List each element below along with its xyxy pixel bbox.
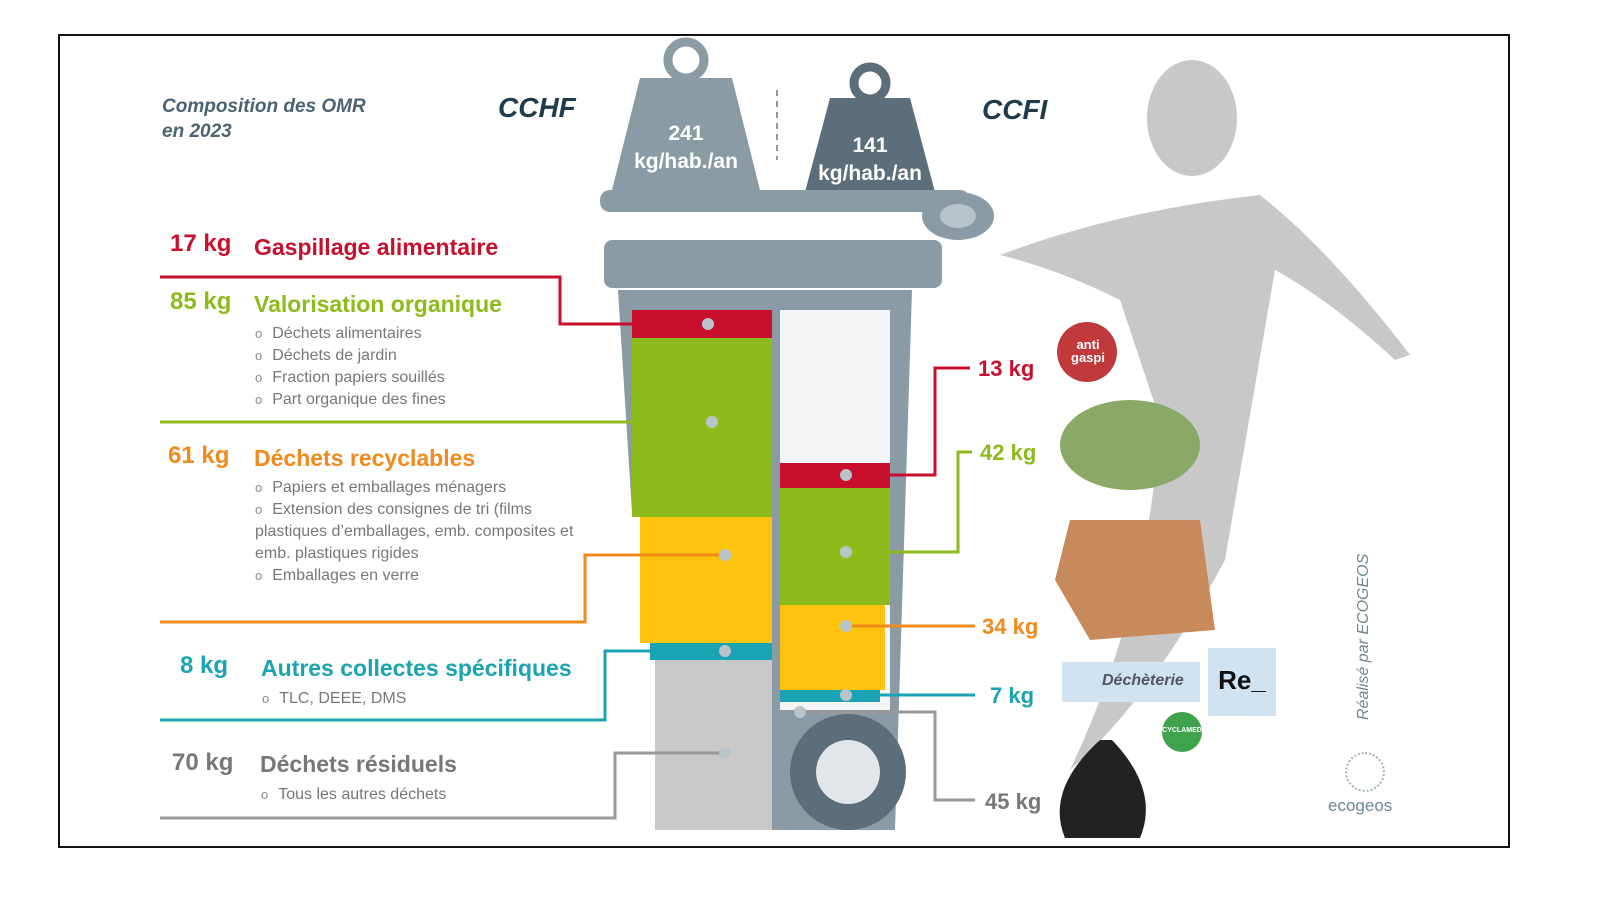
organique-items: Déchets alimentaires Déchets de jardin F… <box>255 323 446 411</box>
category-organique: Valorisation organique <box>254 291 502 317</box>
infographic-title: Composition des OMR en 2023 <box>162 94 366 144</box>
list-item: Fraction papiers souillés <box>255 367 446 389</box>
kg-right-autres: 7 kg <box>990 683 1035 708</box>
list-item: Tous les autres déchets <box>261 784 446 806</box>
list-item: Part organique des fines <box>255 389 445 411</box>
kg-left-residuels: 70 kg <box>172 749 234 776</box>
refashion-logo: Re_ <box>1208 648 1276 716</box>
recyclables-items: Papiers et emballages ménagers Extension… <box>255 477 585 587</box>
weight-unit: kg/hab./an <box>634 150 738 173</box>
weight-left <box>612 37 760 190</box>
column-ccfi: CCFI <box>982 94 1048 125</box>
antigaspi-logo: anti gaspi <box>1071 337 1105 365</box>
packaging-icon <box>1055 520 1215 640</box>
kg-right-recyclables: 34 kg <box>982 614 1039 639</box>
residuels-items: Tous les autres déchets <box>261 784 446 806</box>
trash-bag-icon <box>1059 740 1146 838</box>
weight-value: 241 <box>668 122 704 145</box>
list-item: Papiers et emballages ménagers <box>255 477 585 499</box>
list-item: Déchets de jardin <box>255 345 446 367</box>
list-item: Emballages en verre <box>255 565 585 587</box>
list-item: Extension des consignes de tri (films pl… <box>255 499 585 565</box>
kg-left-recyclables: 61 kg <box>168 442 230 469</box>
kg-left-gaspillage: 17 kg <box>170 230 232 257</box>
ecogeos-emblem-icon <box>1345 752 1385 792</box>
decheterie-logo: Déchèterie <box>1062 662 1200 702</box>
list-item: TLC, DEEE, DMS <box>262 688 406 710</box>
ecogeos-logo: ecogeos <box>1328 796 1393 815</box>
infographic-frame <box>58 34 1510 848</box>
apple-icon <box>1057 322 1117 382</box>
kg-right-gaspillage: 13 kg <box>978 356 1035 381</box>
category-recyclables: Déchets recyclables <box>254 445 476 471</box>
title-line: Composition des OMR <box>162 96 366 117</box>
weight-right <box>805 62 935 192</box>
category-gaspillage: Gaspillage alimentaire <box>254 234 499 260</box>
cyclamed-icon <box>1162 712 1202 752</box>
title-line: en 2023 <box>162 121 232 142</box>
kg-left-autres: 8 kg <box>180 652 229 679</box>
credit-text: Réalisé par ECOGEOS <box>1355 553 1372 720</box>
category-residuels: Déchets résiduels <box>260 751 457 777</box>
kg-right-organique: 42 kg <box>980 440 1037 465</box>
connector-lines <box>160 275 975 820</box>
autres-items: TLC, DEEE, DMS <box>262 688 406 710</box>
weight-value: 141 <box>852 134 888 157</box>
column-cchf: CCHF <box>498 92 576 123</box>
list-item: Déchets alimentaires <box>255 323 446 345</box>
weight-unit: kg/hab./an <box>818 162 922 185</box>
category-autres: Autres collectes spécifiques <box>261 655 572 681</box>
vegetables-icon <box>1060 400 1200 490</box>
person-silhouette <box>1000 60 1410 770</box>
weight-right-label: 141 kg/hab./an <box>805 132 935 188</box>
kg-left-organique: 85 kg <box>170 288 232 315</box>
cyclamed-logo: CYCLAMED <box>1162 727 1202 734</box>
kg-right-residuels: 45 kg <box>985 789 1042 814</box>
weight-left-label: 241 kg/hab./an <box>612 120 760 176</box>
